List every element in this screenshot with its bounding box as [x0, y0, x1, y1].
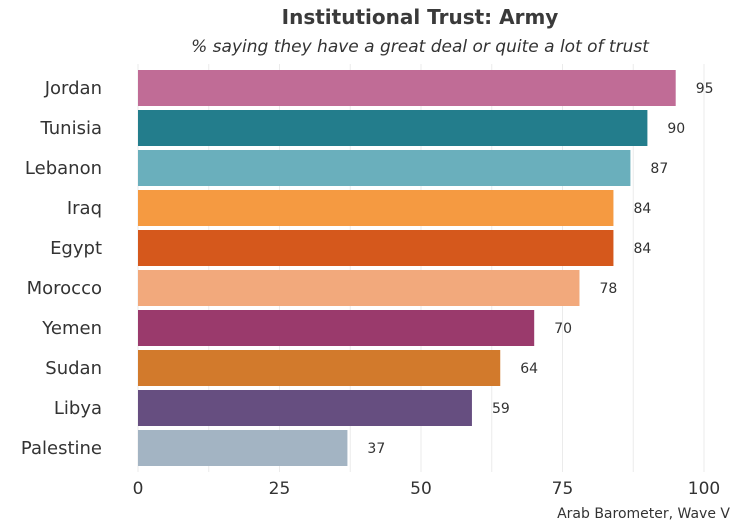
value-label-iraq: 84 [633, 201, 651, 217]
category-label-tunisia: Tunisia [40, 118, 103, 139]
value-label-yemen: 70 [554, 321, 572, 337]
chart-caption: Arab Barometer, Wave V [557, 506, 730, 522]
value-label-palestine: 37 [367, 441, 385, 457]
value-label-morocco: 78 [599, 281, 617, 297]
category-label-yemen: Yemen [41, 318, 102, 339]
category-label-libya: Libya [54, 398, 102, 419]
bar-egypt [138, 230, 614, 266]
value-label-libya: 59 [492, 401, 510, 417]
bar-jordan [138, 70, 676, 106]
x-tick-label: 100 [688, 479, 720, 499]
bars-group [138, 70, 676, 466]
bar-libya [138, 390, 472, 426]
category-label-jordan: Jordan [44, 78, 102, 99]
x-tick-label: 75 [552, 479, 574, 499]
bar-tunisia [138, 110, 648, 146]
bar-morocco [138, 270, 580, 306]
value-label-sudan: 64 [520, 361, 538, 377]
x-tick-label: 0 [133, 479, 144, 499]
bar-yemen [138, 310, 535, 346]
category-label-iraq: Iraq [67, 198, 102, 219]
value-label-egypt: 84 [633, 241, 651, 257]
value-label-tunisia: 90 [667, 121, 685, 137]
bar-sudan [138, 350, 501, 386]
bar-lebanon [138, 150, 631, 186]
value-label-lebanon: 87 [650, 161, 668, 177]
value-labels: 95 90 87 84 84 78 70 64 59 37 [367, 81, 713, 457]
category-label-egypt: Egypt [50, 238, 102, 259]
chart-title: Institutional Trust: Army [282, 5, 559, 29]
category-label-palestine: Palestine [21, 438, 102, 459]
chart-subtitle: % saying they have a great deal or quite… [191, 37, 650, 57]
category-labels: Jordan Tunisia Lebanon Iraq Egypt Morocco Yeme… [21, 78, 102, 459]
category-label-lebanon: Lebanon [25, 158, 102, 179]
category-label-sudan: Sudan [45, 358, 102, 379]
value-label-jordan: 95 [696, 81, 714, 97]
bar-palestine [138, 430, 348, 466]
x-axis-ticks: 0 25 50 75 100 [133, 479, 721, 499]
category-label-morocco: Morocco [27, 278, 102, 299]
x-tick-label: 25 [269, 479, 291, 499]
bar-iraq [138, 190, 614, 226]
x-tick-label: 50 [410, 479, 432, 499]
